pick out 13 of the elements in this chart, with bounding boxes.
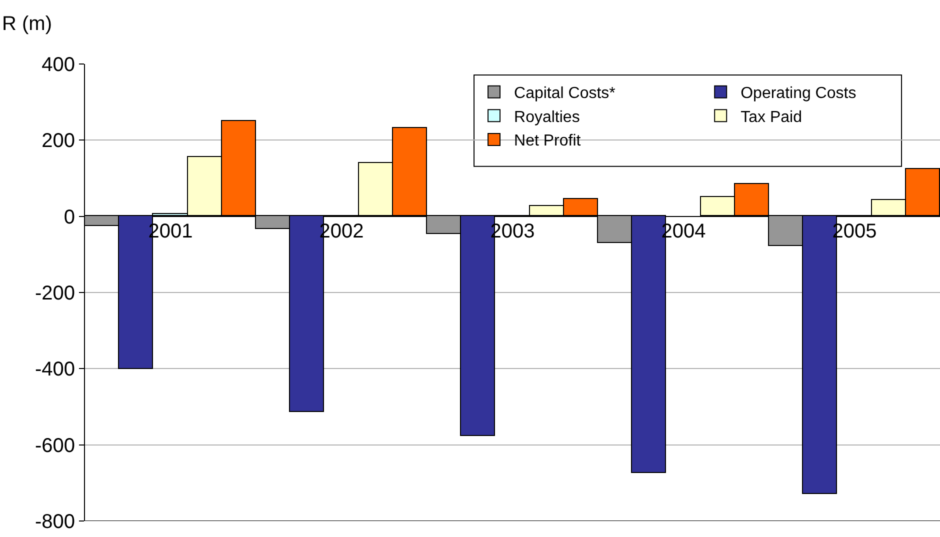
legend-label: Operating Costs (740, 85, 856, 102)
legend-label: Capital Costs* (514, 85, 616, 102)
legend-label: Tax Paid (740, 108, 802, 126)
y-tick-label: -400 (34, 358, 75, 381)
legend-label: Royalties (514, 108, 580, 126)
legend-label: Net Profit (514, 132, 582, 150)
y-tick-label: -800 (34, 511, 75, 533)
y-axis-title: R (m) (2, 13, 52, 35)
y-tick-label: 400 (42, 54, 75, 76)
y-tick-label: -200 (34, 282, 75, 304)
y-tick-label: -600 (34, 434, 75, 457)
y-tick-label: 0 (64, 206, 75, 228)
y-tick-label: 200 (42, 130, 75, 152)
